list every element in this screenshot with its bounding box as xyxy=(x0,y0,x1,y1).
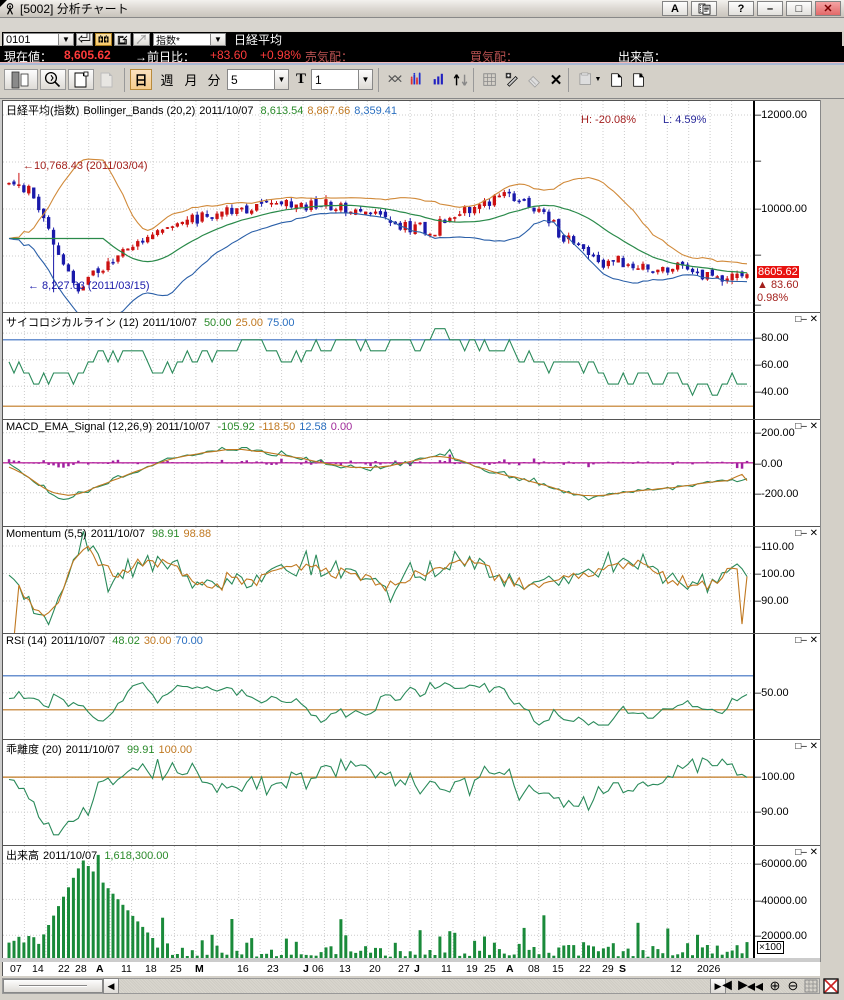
svg-text:P: P xyxy=(639,73,643,79)
